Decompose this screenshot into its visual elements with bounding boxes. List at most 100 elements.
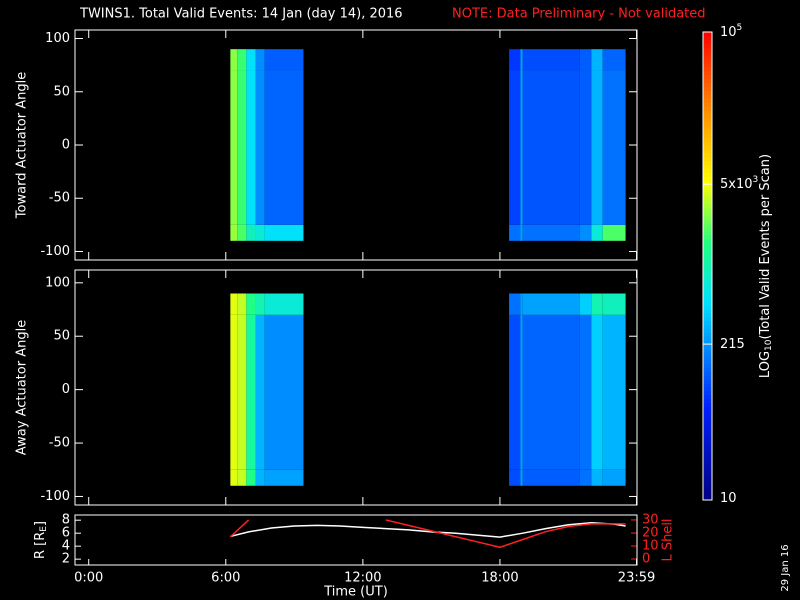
colorbar-band: [703, 266, 712, 271]
heatmap-cell: [579, 70, 592, 225]
colorbar-band: [703, 227, 712, 232]
y2-tick-label: 10: [642, 538, 659, 553]
colorbar-band: [703, 441, 712, 446]
colorbar-band: [703, 332, 712, 337]
colorbar-band: [703, 215, 712, 220]
heatmap-cell: [520, 314, 523, 470]
colorbar-tick-text: 5x10: [720, 177, 753, 192]
colorbar-band: [703, 269, 712, 275]
colorbar-band: [703, 156, 712, 162]
colorbar-band: [703, 137, 712, 142]
colorbar-band: [703, 285, 712, 290]
heatmap-cell: [520, 70, 523, 225]
colorbar-band: [703, 293, 712, 298]
colorbar-band: [703, 320, 712, 325]
colorbar-band: [703, 180, 712, 185]
colorbar-band: [703, 461, 712, 466]
colorbar-tick-text: 10: [720, 25, 737, 40]
colorbar-band: [703, 195, 712, 201]
colorbar-band: [703, 433, 712, 439]
heatmap-cell: [264, 293, 304, 315]
colorbar-band: [703, 445, 712, 450]
heatmap-cell: [255, 224, 265, 241]
colorbar-band: [703, 402, 712, 407]
heatmap-cell: [509, 293, 521, 315]
colorbar-band: [703, 371, 712, 376]
heatmap-cell: [255, 293, 265, 315]
colorbar-band: [703, 234, 712, 240]
y-axis-label-sub: E: [39, 526, 49, 532]
heatmap-cell: [255, 49, 265, 71]
colorbar-band: [703, 336, 712, 341]
y-tick-label: 2: [62, 552, 70, 567]
heatmap-cell: [591, 469, 603, 486]
colorbar-band: [703, 398, 712, 403]
x-axis-label: Time (UT): [323, 585, 388, 600]
colorbar-tick-label: 5x103: [720, 175, 758, 192]
colorbar-band: [703, 305, 712, 310]
colorbar-tick-text: 10: [720, 491, 737, 506]
y-tick-label: 50: [53, 329, 70, 344]
heatmap-cell: [246, 314, 256, 470]
x-tick-label: 23:59: [618, 571, 655, 586]
colorbar-band: [703, 351, 712, 357]
colorbar-band: [703, 363, 712, 368]
colorbar-band: [703, 383, 712, 388]
heatmap-cell: [264, 314, 304, 470]
colorbar-band: [703, 149, 712, 154]
colorbar-band: [703, 488, 712, 493]
colorbar-band: [703, 160, 712, 166]
heatmap-cell: [522, 469, 580, 486]
frame: [74, 514, 638, 566]
colorbar-band: [703, 94, 712, 99]
colorbar-band: [703, 199, 712, 205]
data-line: [229, 519, 250, 538]
colorbar-band: [703, 129, 712, 134]
heatmap-cell: [579, 469, 592, 486]
colorbar-band: [703, 74, 712, 80]
colorbar-band: [703, 379, 712, 384]
note: NOTE: Data Preliminary - Not validated: [452, 7, 706, 22]
colorbar-band: [703, 203, 712, 208]
heatmap-cell: [520, 293, 523, 315]
colorbar-band: [703, 141, 712, 146]
y-tick-label: 0: [62, 382, 70, 397]
colorbar-label-rest: (Total Valid Events per Scan): [758, 154, 773, 340]
heatmap-cell: [602, 293, 626, 315]
heatmap-cell: [509, 49, 521, 71]
colorbar-band: [703, 219, 712, 224]
frame: [74, 29, 638, 261]
heatmap-cell: [509, 469, 521, 486]
colorbar-band: [703, 414, 712, 419]
heatmap-cell: [264, 70, 304, 225]
heatmap-cell: [237, 293, 247, 315]
colorbar-band: [703, 262, 712, 267]
colorbar-band: [703, 472, 712, 478]
colorbar-band: [703, 125, 712, 130]
colorbar-label-text: LOG: [758, 351, 773, 378]
heatmap-cell: [255, 469, 265, 486]
heatmap-cell: [522, 314, 580, 470]
heatmap-cell: [591, 293, 603, 315]
colorbar-band: [703, 344, 712, 349]
y-axis-label: R [RE]: [33, 521, 49, 559]
y-tick-label: -100: [40, 244, 70, 259]
colorbar-band: [703, 246, 712, 251]
colorbar-band: [703, 67, 712, 72]
heatmap-cell: [522, 293, 580, 315]
y-tick-label: 6: [62, 526, 70, 541]
colorbar-band: [703, 324, 712, 329]
heatmap-cell: [230, 293, 238, 315]
y-tick-label: -100: [40, 489, 70, 504]
y-tick-label: 0: [62, 138, 70, 153]
chart-title: TWINS1. Total Valid Events: 14 Jan (day …: [79, 7, 403, 22]
heatmap-cell: [246, 70, 256, 225]
heatmap-cell: [237, 314, 247, 470]
colorbar-band: [703, 133, 712, 138]
x-tick-label: 6:00: [211, 571, 240, 586]
colorbar-band: [703, 86, 712, 91]
colorbar-band: [703, 355, 712, 361]
colorbar-band: [703, 457, 712, 462]
colorbar-band: [703, 113, 712, 119]
heatmap-cell: [230, 224, 238, 241]
